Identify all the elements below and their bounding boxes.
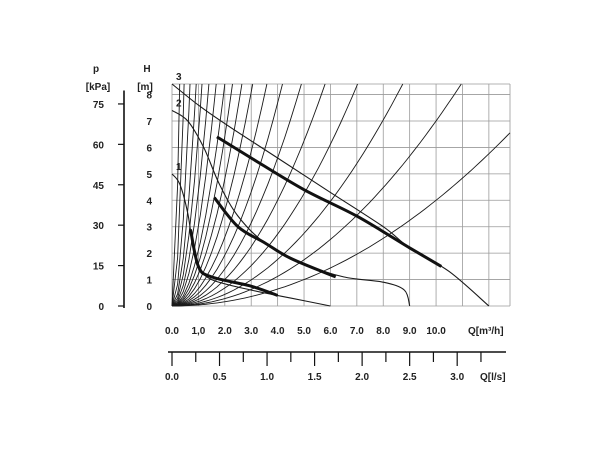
ls-tick-label: 1.0 bbox=[260, 372, 274, 383]
q-axis-unit: Q[m³/h] bbox=[468, 326, 504, 337]
operating-range-curves bbox=[189, 135, 443, 297]
system-curve bbox=[172, 132, 511, 307]
system-curve bbox=[171, 83, 404, 307]
system-curve bbox=[171, 83, 181, 307]
system-curves bbox=[171, 83, 511, 307]
grid bbox=[171, 83, 511, 307]
p-axis-symbol: p bbox=[93, 64, 99, 75]
h-axis-symbol: H bbox=[143, 64, 150, 75]
system-curve bbox=[171, 83, 326, 307]
system-curve bbox=[171, 83, 268, 307]
h-tick-label: 2 bbox=[146, 249, 152, 260]
system-curve bbox=[171, 83, 233, 307]
ls-axis-unit: Q[l/s] bbox=[480, 372, 506, 383]
system-curve bbox=[171, 83, 203, 307]
curve-label-2: 2 bbox=[176, 98, 182, 109]
q-tick-label: 8.0 bbox=[376, 326, 390, 337]
q-tick-label: 3.0 bbox=[244, 326, 258, 337]
p-tick-label: 75 bbox=[93, 100, 105, 111]
system-curve bbox=[171, 83, 243, 307]
q-tick-label: 2.0 bbox=[218, 326, 232, 337]
system-curve bbox=[171, 83, 226, 307]
q-tick-label: 9.0 bbox=[403, 326, 417, 337]
ls-tick-label: 0.5 bbox=[213, 372, 227, 383]
q-tick-label: 4.0 bbox=[271, 326, 285, 337]
axis-labels: 1 2 3 8 7 6 5 4 3 2 1 0 H [m] 75 60 45 30 15 0 p [kPa] 0.0 1,0 2… bbox=[86, 64, 504, 337]
ls-axis: 0.0 0.5 1.0 1.5 2.0 2.5 3.0 Q[l/s] bbox=[165, 351, 506, 383]
p-tick-label: 30 bbox=[93, 221, 105, 232]
ls-tick-label: 3.0 bbox=[450, 372, 464, 383]
h-tick-label: 3 bbox=[146, 223, 152, 234]
q-tick-label: 0.0 bbox=[165, 326, 179, 337]
p-tick-label: 15 bbox=[93, 262, 105, 273]
ls-tick-label: 2.0 bbox=[355, 372, 369, 383]
operating-segment-3 bbox=[216, 135, 443, 268]
h-tick-label: 1 bbox=[146, 276, 152, 287]
h-axis-unit: [m] bbox=[137, 82, 153, 93]
p-tick-label: 60 bbox=[93, 140, 105, 151]
curve-label-1: 1 bbox=[176, 162, 182, 173]
system-curve bbox=[171, 83, 359, 307]
system-curve bbox=[171, 83, 191, 307]
q-tick-label: 5.0 bbox=[297, 326, 311, 337]
h-tick-label: 0 bbox=[146, 302, 152, 313]
p-axis-unit: [kPa] bbox=[86, 82, 110, 93]
system-curve bbox=[171, 83, 302, 307]
ls-tick-label: 0.0 bbox=[165, 372, 179, 383]
p-tick-label: 0 bbox=[98, 302, 104, 313]
ls-tick-label: 1.5 bbox=[308, 372, 322, 383]
p-tick-label: 45 bbox=[93, 181, 105, 192]
h-tick-label: 5 bbox=[146, 170, 152, 181]
system-curve bbox=[171, 83, 254, 307]
h-tick-label: 7 bbox=[146, 117, 152, 128]
system-curve bbox=[171, 83, 462, 307]
operating-segment-1 bbox=[189, 229, 279, 297]
operating-segment-2 bbox=[213, 196, 337, 279]
system-curve bbox=[171, 83, 283, 307]
q-tick-label: 7.0 bbox=[350, 326, 364, 337]
h-tick-label: 8 bbox=[146, 91, 152, 102]
q-tick-label: 6.0 bbox=[323, 326, 337, 337]
curve-label-3: 3 bbox=[176, 72, 182, 83]
system-curve bbox=[171, 83, 197, 307]
h-tick-label: 4 bbox=[146, 196, 152, 207]
ls-tick-label: 2.5 bbox=[403, 372, 417, 383]
h-tick-label: 6 bbox=[146, 143, 152, 154]
q-tick-label: 1,0 bbox=[191, 326, 205, 337]
q-tick-label: 10.0 bbox=[426, 326, 446, 337]
